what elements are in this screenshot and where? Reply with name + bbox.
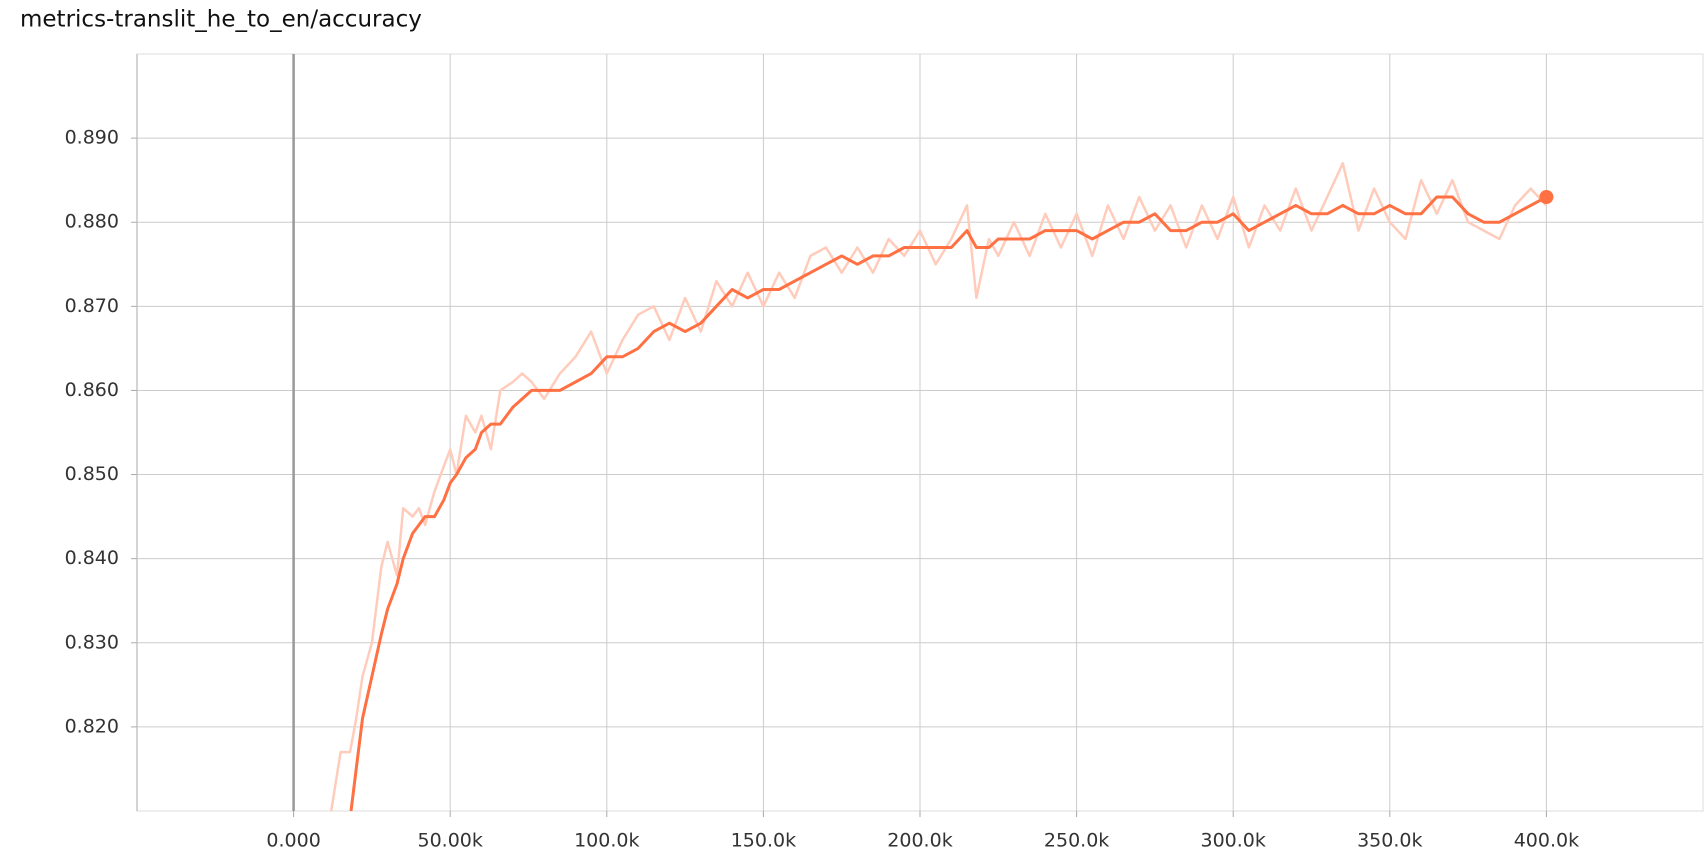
x-tick-label: 400.0k: [1514, 830, 1579, 852]
y-tick-label: 0.860: [65, 379, 119, 401]
y-tick-label: 0.890: [65, 127, 119, 149]
y-tick-label: 0.840: [65, 547, 119, 569]
series-line: [329, 162, 1548, 811]
x-tick-label: 150.0k: [731, 830, 796, 852]
series-line: [349, 195, 1548, 811]
x-tick-label: 250.0k: [1044, 830, 1109, 852]
x-tick-label: 100.0k: [574, 830, 639, 852]
x-tick-label: 350.0k: [1357, 830, 1422, 852]
y-tick-label: 0.850: [65, 463, 119, 485]
x-tick-label: 300.0k: [1200, 830, 1265, 852]
y-tick-label: 0.820: [65, 715, 119, 737]
y-tick-label: 0.870: [65, 295, 119, 317]
x-tick-label: 50.00k: [417, 830, 482, 852]
chart-title: metrics-translit_he_to_en/accuracy: [20, 7, 422, 33]
x-tick-label: 200.0k: [887, 830, 952, 852]
last-point: [1539, 189, 1554, 204]
x-tick-label: 0.000: [266, 830, 320, 852]
y-tick-label: 0.880: [65, 211, 119, 233]
y-tick-label: 0.830: [65, 631, 119, 653]
